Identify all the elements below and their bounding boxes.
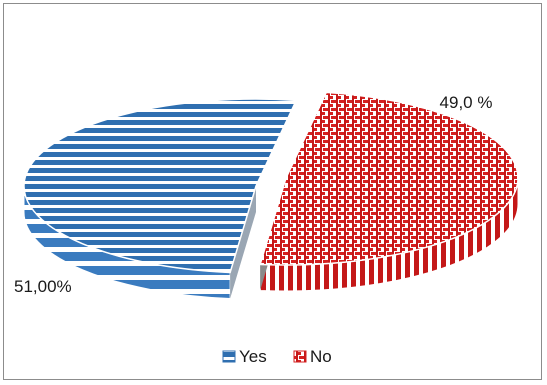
data-labels: 51,00% 49,0 % <box>14 93 492 296</box>
slice-no <box>259 91 519 292</box>
data-label-no: 49,0 % <box>440 93 493 112</box>
legend: Yes No <box>222 347 332 366</box>
slice-yes <box>23 98 298 299</box>
legend-swatch-yes <box>222 350 236 363</box>
pie-slices <box>23 91 519 299</box>
legend-label-yes: Yes <box>239 347 267 366</box>
legend-item-yes: Yes <box>222 347 267 366</box>
legend-label-no: No <box>310 347 332 366</box>
legend-swatch-no <box>293 350 307 363</box>
legend-item-no: No <box>293 347 332 366</box>
data-label-yes: 51,00% <box>14 277 72 296</box>
